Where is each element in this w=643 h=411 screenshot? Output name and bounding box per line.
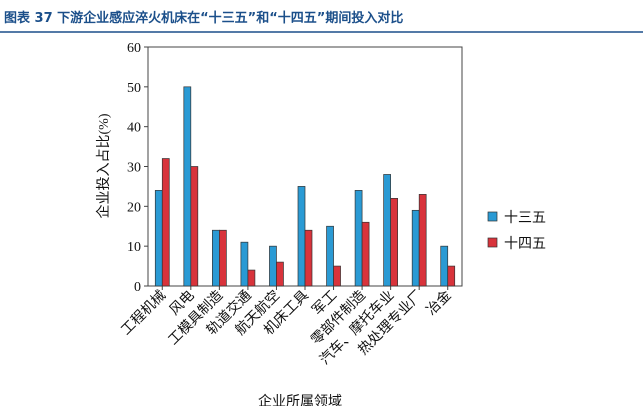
- y-tick-label: 0: [134, 280, 141, 295]
- bar: [447, 265, 456, 287]
- y-tick-label: 50: [127, 81, 141, 96]
- bar: [183, 86, 192, 287]
- bar: [276, 261, 284, 287]
- legend-swatch: [487, 237, 498, 248]
- bar: [297, 186, 306, 287]
- legend-label: 十四五: [504, 236, 546, 252]
- bar: [326, 225, 334, 287]
- bar: [383, 174, 391, 287]
- bar: [390, 198, 398, 287]
- bar: [161, 158, 170, 287]
- bar: [240, 241, 249, 287]
- y-tick-label: 60: [127, 41, 141, 56]
- bar: [190, 166, 199, 287]
- chart-title: 图表 37 下游企业感应淬火机床在“十三五”和“十四五”期间投入对比: [4, 10, 403, 26]
- y-tick-label: 40: [127, 121, 141, 136]
- legend-swatch: [487, 211, 498, 222]
- y-tick-label: 30: [127, 161, 141, 176]
- bar: [354, 190, 363, 287]
- x-tick-label: 工程机械: [118, 288, 169, 339]
- y-tick-label: 20: [127, 200, 141, 215]
- bar: [333, 265, 341, 287]
- legend-label: 十三五: [504, 210, 546, 226]
- bar: [247, 269, 256, 287]
- bar: [411, 209, 420, 287]
- bar: [219, 229, 227, 287]
- bar: [212, 229, 220, 287]
- bar: [361, 221, 370, 287]
- x-axis-label: 企业所属领域: [258, 393, 342, 406]
- bar: [304, 229, 313, 287]
- x-tick-label: 冶金: [423, 288, 454, 319]
- bar: [154, 190, 163, 287]
- y-axis-label: 企业投入占比(%): [95, 113, 112, 218]
- bar: [269, 245, 277, 287]
- y-tick-label: 10: [127, 240, 141, 255]
- bar: [440, 245, 449, 287]
- bar: [418, 194, 427, 287]
